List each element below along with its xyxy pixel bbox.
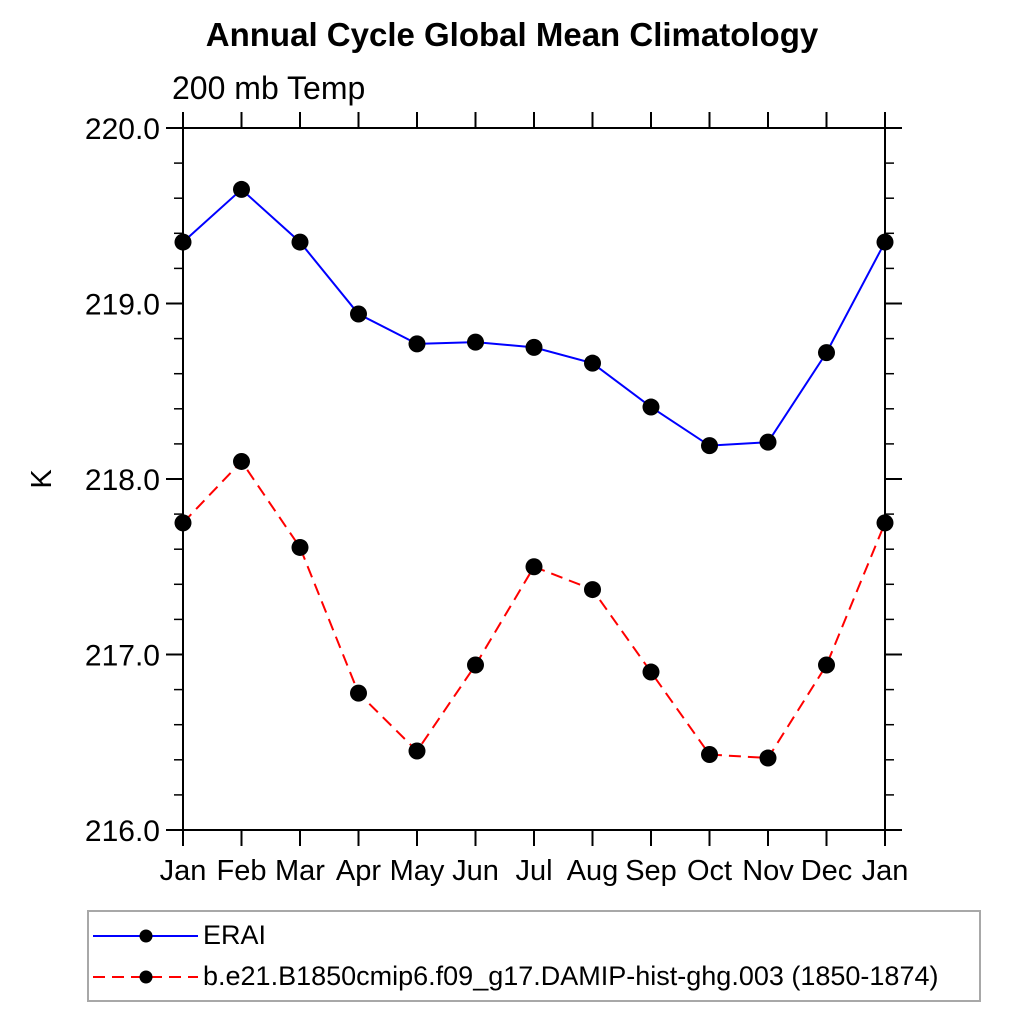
x-tick-label: Mar: [275, 855, 325, 887]
x-tick-label: Jun: [452, 855, 499, 887]
y-tick-label: 220.0: [85, 113, 160, 146]
data-point-model: [818, 656, 835, 674]
legend-sample-model: [93, 970, 198, 983]
legend-label-erai: ERAI: [203, 920, 267, 950]
legend-box: ERAI b.e21.B1850cmip6.f09_g17.DAMIP-hist…: [87, 910, 981, 1002]
data-point-erai: [876, 233, 894, 251]
y-tick-label: 219.0: [85, 289, 160, 322]
series-line-model: [182, 459, 886, 760]
data-point-erai: [701, 437, 718, 455]
x-tick-label: Nov: [742, 855, 794, 887]
data-point-model: [233, 452, 250, 470]
series-line-erai: [182, 188, 886, 447]
axis-frame: [182, 127, 886, 831]
data-point-erai: [350, 305, 367, 323]
y-tick-label: 218.0: [85, 464, 160, 497]
x-tick-label: Dec: [801, 855, 853, 887]
data-point-model: [525, 558, 543, 576]
x-tick-label: Feb: [217, 855, 267, 887]
data-point-model: [291, 538, 309, 556]
data-point-erai: [233, 180, 250, 198]
data-point-model: [350, 684, 367, 702]
data-point-erai: [291, 233, 309, 251]
data-point-model: [584, 581, 601, 599]
data-point-model: [701, 746, 718, 764]
data-point-erai: [642, 398, 660, 416]
data-point-model: [408, 742, 426, 760]
x-tick-label: Jan: [862, 855, 909, 887]
legend-marker-erai: [139, 929, 153, 942]
data-point-erai: [408, 335, 426, 353]
chart-subtitle: 200 mb Temp: [172, 70, 366, 106]
y-axis-label: K: [26, 469, 58, 489]
legend-row-model: b.e21.B1850cmip6.f09_g17.DAMIP-hist-ghg.…: [91, 956, 979, 997]
x-tick-label: Oct: [687, 855, 732, 887]
y-tick-label: 217.0: [85, 640, 160, 673]
x-tick-label: Apr: [336, 855, 381, 887]
legend-marker-model: [139, 970, 153, 983]
legend-sample-erai: [93, 929, 198, 942]
chart-title: Annual Cycle Global Mean Climatology: [205, 16, 819, 53]
x-tick-label: Sep: [625, 855, 677, 887]
x-tick-label: Aug: [567, 855, 619, 887]
legend-label-model: b.e21.B1850cmip6.f09_g17.DAMIP-hist-ghg.…: [203, 961, 939, 991]
legend-row-erai: ERAI: [91, 915, 979, 956]
data-point-model: [642, 663, 660, 681]
data-point-erai: [525, 338, 543, 356]
data-point-model: [174, 514, 192, 532]
data-point-model: [759, 749, 777, 767]
data-point-erai: [174, 233, 192, 251]
data-point-erai: [759, 433, 777, 451]
data-point-erai: [467, 333, 484, 351]
data-point-model: [467, 656, 484, 674]
data-point-model: [876, 514, 894, 532]
x-tick-label: Jan: [160, 855, 207, 887]
y-tick-label: 216.0: [85, 815, 160, 848]
data-point-erai: [584, 354, 601, 372]
x-tick-label: May: [390, 855, 445, 887]
data-point-erai: [818, 344, 835, 362]
x-tick-label: Jul: [515, 855, 552, 887]
